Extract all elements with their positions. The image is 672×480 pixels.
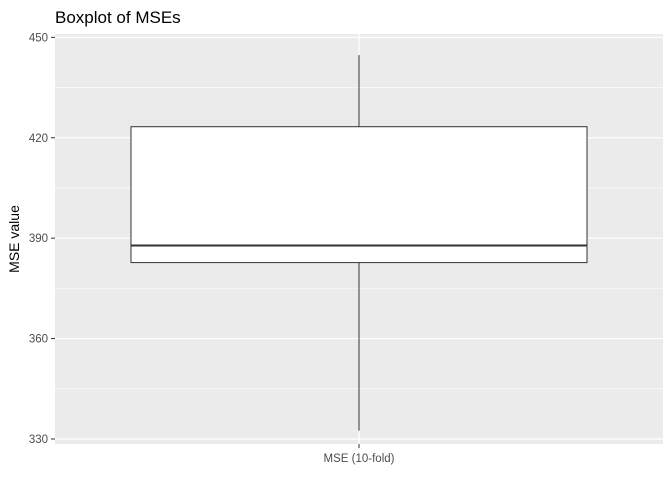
- y-axis: 330 360 390 420 450: [29, 32, 55, 446]
- chart-title: Boxplot of MSEs: [55, 8, 181, 27]
- boxes-layer: [130, 55, 588, 431]
- y-tick-label: 420: [29, 133, 48, 145]
- y-tick-label: 330: [29, 434, 48, 446]
- y-tick-label: 450: [29, 32, 48, 44]
- y-tick-label: 360: [29, 334, 48, 346]
- box-group: [130, 55, 588, 431]
- x-tick-label: MSE (10-fold): [324, 453, 395, 465]
- interquartile-box: [130, 126, 588, 264]
- y-tick-label: 390: [29, 233, 48, 245]
- y-axis-title: MSE value: [6, 205, 22, 273]
- x-axis: MSE (10-fold): [324, 444, 395, 465]
